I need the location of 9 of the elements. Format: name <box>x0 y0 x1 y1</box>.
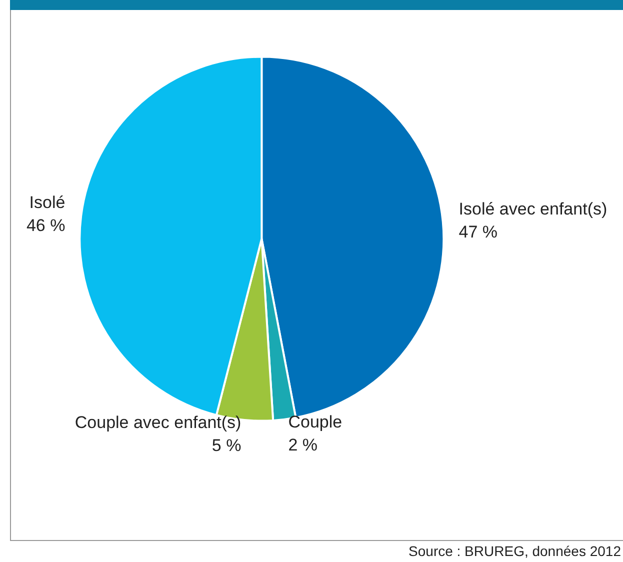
slice-label: Couple <box>288 412 342 432</box>
slice-label: Isolé avec enfant(s) <box>458 199 608 218</box>
slice-label: Isolé <box>29 193 66 212</box>
data-label: 46 % <box>26 216 66 236</box>
data-label: 5 % <box>212 436 242 455</box>
slice-label: Couple avec enfant(s) <box>74 412 242 432</box>
data-label: 47 % <box>458 222 498 242</box>
data-label: 2 % <box>288 435 318 454</box>
source-note: Source : BRUREG, données 2012 <box>408 543 621 559</box>
